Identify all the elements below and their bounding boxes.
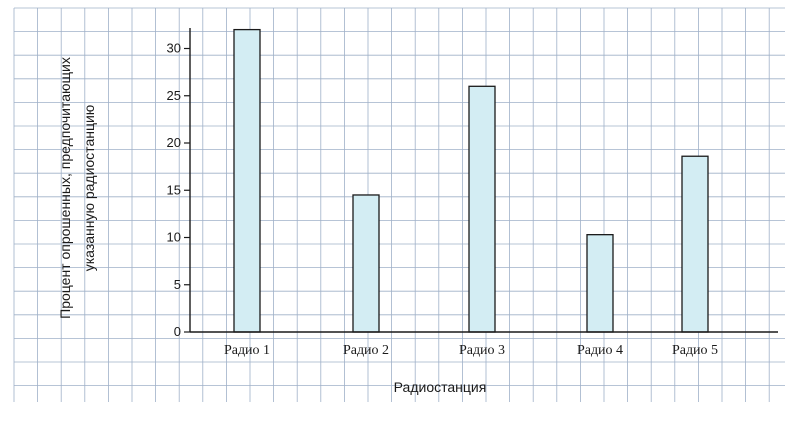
category-label: Радио 5 [672,343,718,358]
x-axis-title: Радиостанция [394,379,487,395]
y-axis-title-line-2: указанную радиостанцию [81,105,97,272]
y-tick-label: 10 [167,230,181,245]
y-tick-label: 5 [174,277,181,292]
bars [233,28,709,333]
bar-2 [352,194,380,333]
bar-5 [681,155,709,333]
y-tick-label: 0 [174,324,181,339]
axis-titles: Радиостанция Процент опрошенных, предпоч… [57,57,486,395]
axes [189,28,778,333]
category-label: Радио 3 [459,343,505,358]
bar-3 [468,85,496,333]
y-tick-label: 15 [167,182,181,197]
y-tick-label: 25 [167,88,181,103]
bar-4 [586,234,614,333]
y-axis-title-line-1: Процент опрошенных, предпочитающих [57,57,73,319]
grid [13,7,785,402]
bar-1 [233,28,261,333]
y-tick-label: 30 [167,41,181,56]
category-label: Радио 2 [343,343,389,358]
y-tick-labels: 0 5 10 15 20 25 30 [167,41,190,339]
category-label: Радио 4 [577,343,623,358]
category-labels: Радио 1 Радио 2 Радио 3 Радио 4 Радио 5 [224,343,718,358]
category-label: Радио 1 [224,343,270,358]
y-tick-label: 20 [167,135,181,150]
